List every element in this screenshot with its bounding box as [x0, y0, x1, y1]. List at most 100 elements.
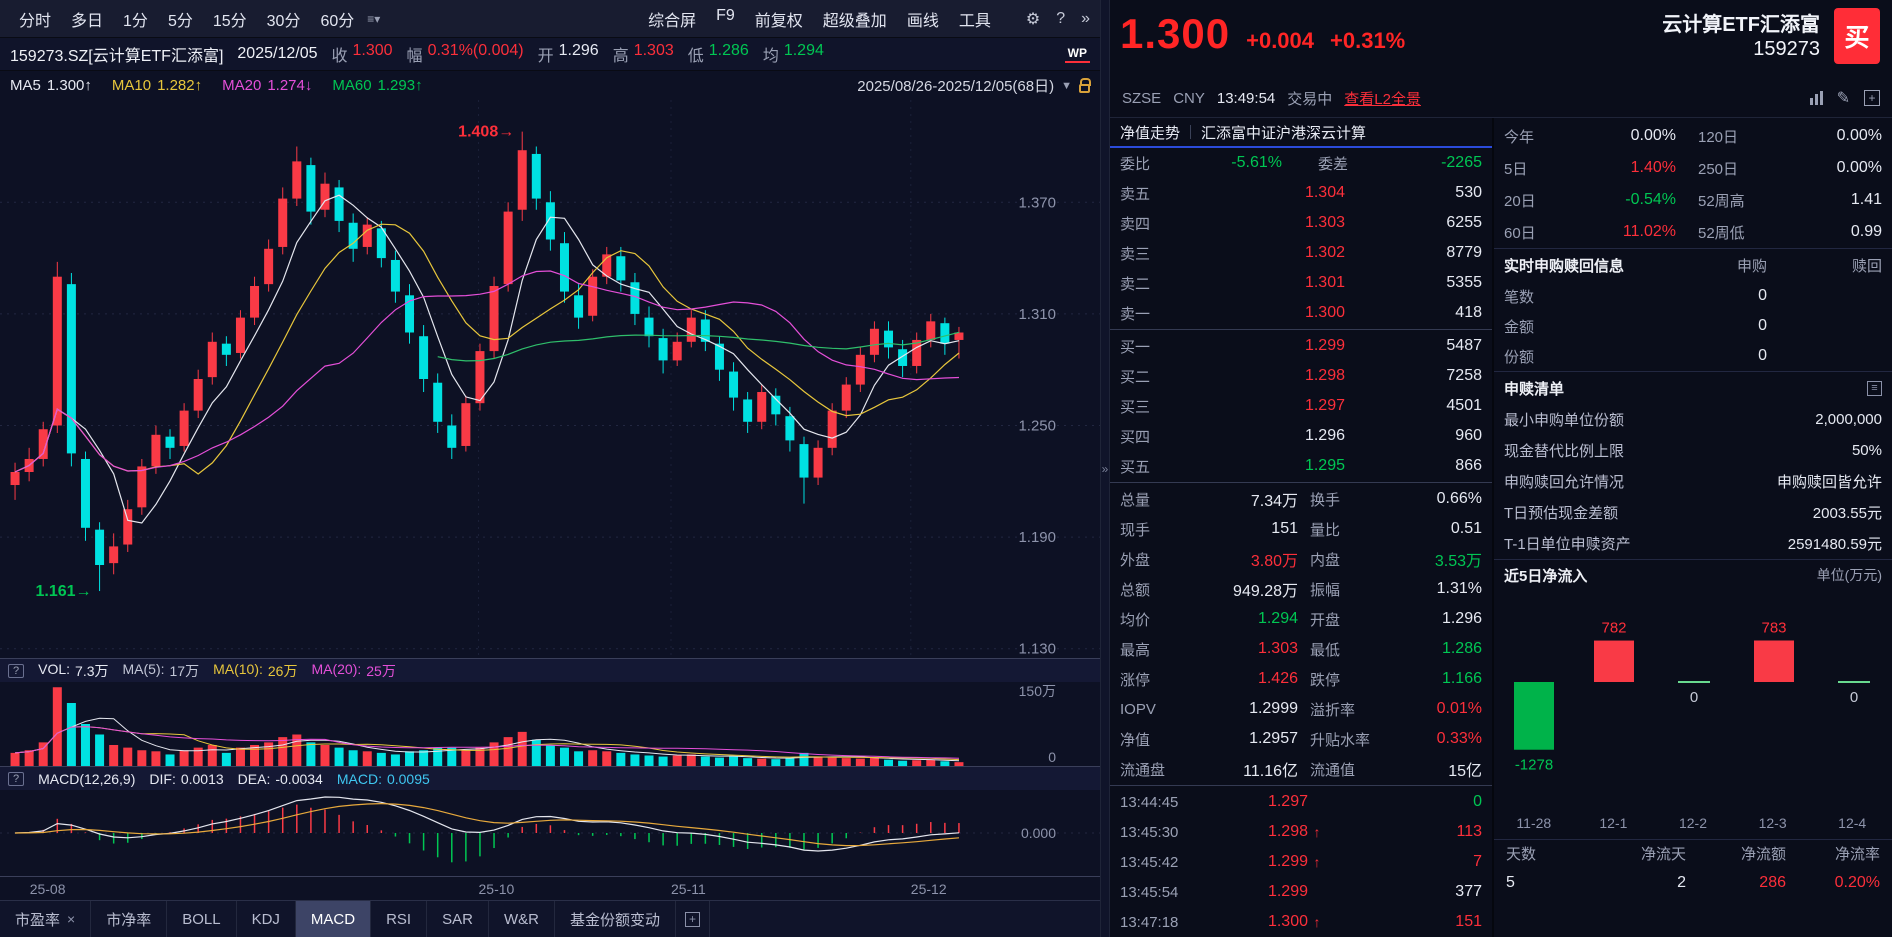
- l2-quote-link[interactable]: 查看L2全景: [1344, 91, 1421, 108]
- volume-chart[interactable]: 150万 0: [0, 682, 1100, 766]
- returns-grid: 今年 0.00% 120日 0.00% 5日 1.40% 250日 0.00% 20日 -0.54…: [1494, 120, 1892, 248]
- tab-市净率[interactable]: 市净率: [91, 901, 168, 937]
- tool-工具[interactable]: 工具: [958, 12, 991, 30]
- period-多日[interactable]: 多日: [71, 12, 104, 30]
- ask-row[interactable]: 卖二 1.301 5355: [1110, 268, 1492, 298]
- candlestick-chart[interactable]: 1.370 1.310 1.250 1.190 1.130 1.408→ 1.161→: [0, 100, 1100, 658]
- subscribe-value: 0: [1758, 317, 1767, 334]
- bid-row[interactable]: 买三 1.297 4501: [1110, 391, 1492, 421]
- ask-row[interactable]: 卖五 1.304 530: [1110, 178, 1492, 208]
- period-dropdown-icon[interactable]: ≡▾: [367, 11, 381, 26]
- tool-前复权[interactable]: 前复权: [754, 12, 803, 30]
- date-range-selector[interactable]: 2025/08/26-2025/12/05(68日) ▼: [857, 75, 1091, 96]
- macd-pane-header: ? MACD(12,26,9) DIF: 0.0013 DEA: -0.0034 M…: [0, 766, 1100, 790]
- tab-nav-value-trend[interactable]: 净值走势: [1120, 124, 1181, 142]
- flow-summary-values: 5 2 286 0.20%: [1494, 866, 1892, 900]
- ask-qty: 5355: [1446, 274, 1482, 291]
- edit-icon[interactable]: ✎: [1836, 90, 1850, 107]
- field-高: 高 1.303: [612, 42, 674, 65]
- ask-row[interactable]: 卖一 1.300 418: [1110, 298, 1492, 328]
- stat-value: 1.296: [1441, 610, 1482, 627]
- close-icon[interactable]: ×: [67, 911, 76, 927]
- period-15分[interactable]: 15分: [212, 12, 247, 30]
- bid-qty: 4501: [1446, 397, 1482, 414]
- last-price: 1.300: [1120, 10, 1231, 57]
- stat-label: 现手: [1120, 521, 1151, 539]
- tool-F9[interactable]: F9: [716, 6, 735, 24]
- panel-splitter[interactable]: »: [1100, 0, 1110, 937]
- subscription-title: 实时申购赎回信息: [1504, 257, 1625, 275]
- stat-value: 151: [1271, 520, 1298, 537]
- ask-row[interactable]: 卖四 1.303 6255: [1110, 208, 1492, 238]
- svg-text:0: 0: [1048, 749, 1056, 765]
- stat-label: 量比: [1310, 521, 1341, 539]
- ask-price: 1.304: [1304, 184, 1345, 201]
- list-icon[interactable]: ≡: [1867, 380, 1882, 396]
- bid-row[interactable]: 买五 1.295 866: [1110, 451, 1492, 481]
- tab-W&R[interactable]: W&R: [489, 901, 555, 937]
- tool-画线[interactable]: 画线: [906, 12, 939, 30]
- add-icon[interactable]: +: [1864, 90, 1880, 106]
- grid-icon[interactable]: +: [676, 901, 710, 937]
- time-and-sales[interactable]: 13:44:45 1.297 0 13:45:30 1.298 ↑ 113 13:45:42 1…: [1110, 787, 1492, 937]
- chart-icon[interactable]: [1809, 91, 1823, 105]
- ask-qty: 530: [1455, 184, 1482, 201]
- stat-label: 内盘: [1310, 551, 1341, 569]
- period-分时[interactable]: 分时: [19, 12, 52, 30]
- stat-label: 振幅: [1310, 581, 1341, 599]
- expand-icon[interactable]: »: [1081, 9, 1090, 27]
- exchange-label: SZSE: [1122, 90, 1162, 107]
- tick-qty: 113: [1456, 823, 1482, 840]
- bid-row[interactable]: 买四 1.296 960: [1110, 421, 1492, 451]
- period-5分[interactable]: 5分: [167, 12, 193, 30]
- quote-side: 1.300 +0.004 +0.31% SZSE CNY 13:49:54 交易…: [1110, 0, 1892, 937]
- tab-MACD[interactable]: MACD: [295, 901, 372, 937]
- return-label: 今年: [1504, 128, 1535, 146]
- period-30分[interactable]: 30分: [266, 12, 301, 30]
- tick-row: 13:45:30 1.298 ↑ 113: [1110, 817, 1492, 847]
- tool-综合屏[interactable]: 综合屏: [648, 12, 697, 30]
- subscription-label: 份额: [1504, 348, 1535, 366]
- tab-市盈率[interactable]: 市盈率 ×: [0, 901, 92, 937]
- tick-price: 1.297: [1267, 793, 1308, 810]
- subscription-section-header: 实时申购赎回信息 申购 赎回: [1494, 249, 1892, 281]
- svg-text:1.370: 1.370: [1018, 194, 1056, 211]
- tick-row: 13:44:45 1.297 0: [1110, 787, 1492, 817]
- tab-SAR[interactable]: SAR: [427, 901, 489, 937]
- stat-value: 1.2999: [1249, 700, 1298, 717]
- flow-summary-header: 净流额: [1740, 845, 1786, 863]
- tab-BOLL[interactable]: BOLL: [167, 901, 237, 937]
- redemption-row: 现金替代比例上限 50%: [1494, 435, 1892, 466]
- help-icon[interactable]: ?: [8, 663, 25, 678]
- period-1分[interactable]: 1分: [123, 12, 148, 30]
- tick-time: 13:45:54: [1120, 883, 1179, 901]
- tab-KDJ[interactable]: KDJ: [237, 901, 296, 937]
- tick-price: 1.300: [1267, 913, 1308, 930]
- redemption-label: 申购赎回允许情况: [1504, 474, 1625, 491]
- tab-基金份额变动[interactable]: 基金份额变动: [555, 901, 676, 937]
- buy-button[interactable]: 买: [1834, 8, 1880, 64]
- ask-row[interactable]: 卖三 1.302 8779: [1110, 238, 1492, 268]
- tab-RSI[interactable]: RSI: [371, 901, 428, 937]
- ask-label: 卖二: [1120, 275, 1151, 293]
- bid-row[interactable]: 买二 1.298 7258: [1110, 361, 1492, 391]
- divider: [1494, 559, 1892, 560]
- x-axis-label: 25-08: [29, 881, 66, 897]
- period-60分[interactable]: 60分: [320, 12, 355, 30]
- macd-chart[interactable]: 0.000: [0, 790, 1100, 876]
- wencai-badge[interactable]: WP: [1064, 45, 1090, 63]
- gear-icon[interactable]: ⚙: [1025, 10, 1041, 28]
- ask-qty: 6255: [1446, 214, 1482, 231]
- lock-icon[interactable]: [1079, 78, 1091, 93]
- help-icon[interactable]: ?: [1056, 9, 1066, 27]
- bid-qty: 7258: [1446, 367, 1482, 384]
- svg-text:1.310: 1.310: [1018, 306, 1056, 323]
- help-icon[interactable]: ?: [8, 771, 25, 786]
- tab-list: 市盈率 × 市净率 BOLL KDJ MACD RSI SAR W&R 基金份额变动: [0, 901, 676, 937]
- bid-label: 买四: [1120, 428, 1151, 446]
- tick-row: 13:45:42 1.299 ↑ 7: [1110, 847, 1492, 877]
- ma-indicator: MA10 1.282↑: [111, 77, 203, 94]
- bid-price: 1.297: [1304, 397, 1345, 414]
- bid-row[interactable]: 买一 1.299 5487: [1110, 331, 1492, 361]
- tool-超级叠加[interactable]: 超级叠加: [822, 12, 887, 30]
